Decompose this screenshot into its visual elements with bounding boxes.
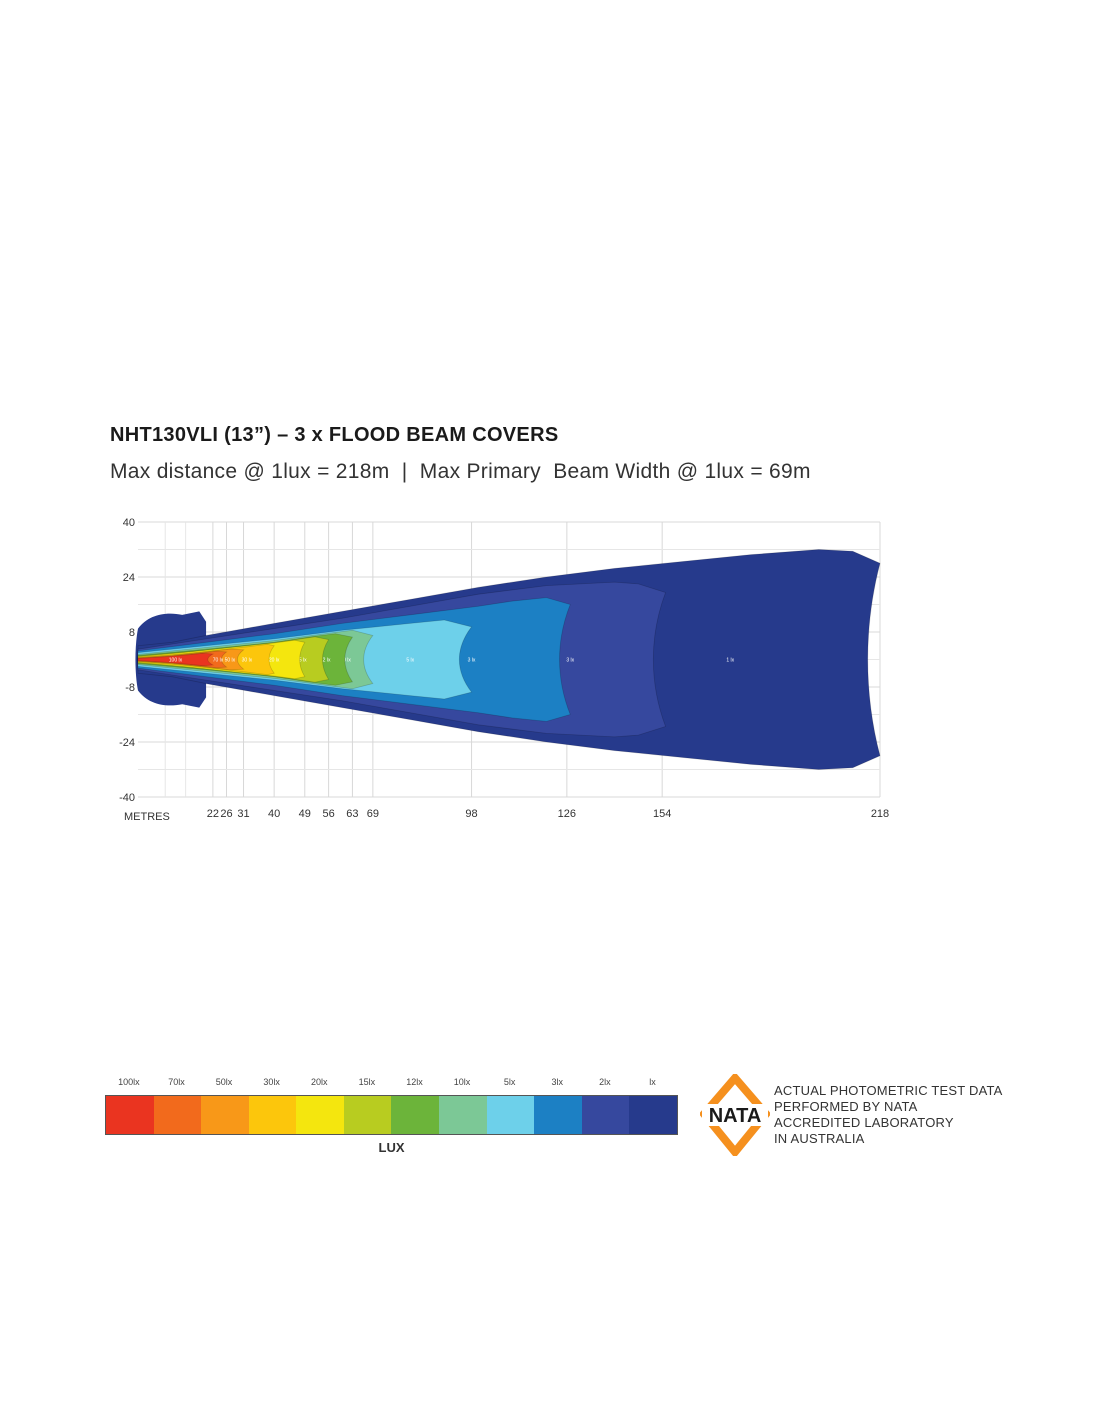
beam-zone-label: 1 lx [726, 658, 734, 664]
x-axis-label: METRES [124, 811, 170, 823]
x-tick-label: 49 [299, 808, 311, 820]
x-tick-label: 26 [220, 808, 232, 820]
chart-title: NHT130VLI (13”) – 3 x FLOOD BEAM COVERS [110, 424, 559, 446]
beam-zone-label: 15 lx [296, 658, 307, 664]
nata-text-line: PERFORMED BY NATA [774, 1099, 918, 1114]
legend-label: 15lx [358, 1077, 376, 1087]
x-tick-label: 98 [465, 808, 477, 820]
legend-label: 5lx [503, 1077, 516, 1087]
x-tick-label: 31 [237, 808, 249, 820]
legend-swatch [153, 1096, 202, 1134]
legend-swatch [581, 1096, 630, 1134]
legend-swatch [343, 1096, 392, 1134]
legend-swatch [439, 1096, 487, 1134]
legend-swatch [201, 1096, 249, 1134]
beam-zone-label: 10 lx [340, 658, 351, 664]
lux-legend: 100lx 70lx 50lx 30lx 20lx 15lx 12lx 10lx 5lx 3lx 2… [105, 1077, 678, 1155]
y-tick-label: 24 [123, 572, 135, 584]
x-tick-label: 126 [558, 808, 576, 820]
beam-zone-label: 12 lx [320, 658, 331, 664]
beam-zone [137, 652, 215, 667]
legend-label: 70lx [168, 1077, 185, 1087]
legend-labels: 100lx 70lx 50lx 30lx 20lx 15lx 12lx 10lx 5lx 3lx 2… [105, 1077, 678, 1093]
x-tick-label: 218 [871, 808, 889, 820]
nata-text-line: IN AUSTRALIA [774, 1131, 865, 1146]
chart-subtitle: Max distance @ 1lux = 218m | Max Primary… [110, 460, 811, 483]
y-tick-label: 40 [123, 517, 135, 529]
nata-text-line: ACCREDITED LABORATORY [774, 1115, 954, 1130]
legend-label: 3lx [551, 1077, 564, 1087]
nata-logo: NATA [700, 1074, 770, 1156]
beam-zone-label: 50 lx [225, 658, 236, 664]
nata-logo-text: NATA [709, 1105, 762, 1127]
legend-swatch [486, 1096, 535, 1134]
beam-zone-label: 5 lx [406, 658, 414, 664]
beam-zone-label: 20 lx [269, 658, 280, 664]
x-tick-label: 22 [207, 808, 219, 820]
legend-label: lx [649, 1077, 656, 1087]
nata-logo-diamond [700, 1074, 770, 1156]
legend-label: 30lx [263, 1077, 280, 1087]
legend-label: 20lx [311, 1077, 328, 1087]
x-tick-label: 56 [322, 808, 334, 820]
legend-swatch [296, 1096, 344, 1134]
y-tick-label: -40 [119, 792, 135, 804]
legend-label: 10lx [453, 1077, 471, 1087]
legend-swatch [391, 1096, 440, 1134]
legend-title: LUX [378, 1140, 405, 1155]
x-tick-label: 40 [268, 808, 280, 820]
beam-zone-label: 30 lx [242, 658, 253, 664]
beam-zone-label: 3 lx [566, 658, 574, 664]
y-tick-label: 8 [129, 627, 135, 639]
beam-zone-label: 100 lx [169, 658, 183, 664]
legend-label: 12lx [406, 1077, 423, 1087]
beam-zones: 1 lx 3 lx 3 lx 5 lx 10 lx 12 lx 15 lx 20 lx 30 l… [135, 549, 881, 770]
nata-accreditation-text: ACTUAL PHOTOMETRIC TEST DATA PERFORMED BY… [774, 1083, 1003, 1147]
x-tick-label: 69 [367, 808, 379, 820]
y-tick-label: -8 [125, 682, 135, 694]
y-tick-label: -24 [119, 737, 135, 749]
x-tick-label: 63 [346, 808, 358, 820]
legend-swatch [534, 1096, 582, 1134]
legend-color-bar [105, 1095, 678, 1135]
legend-label: 100lx [118, 1077, 140, 1087]
beam-zone-label: 3 lx [468, 658, 476, 664]
legend-swatch [248, 1096, 297, 1134]
legend-label: 50lx [215, 1077, 233, 1087]
chart-axes: 40 24 8 -8 -24 -40 22 26 31 40 49 56 63 69 98 126 154 218… [119, 517, 889, 823]
beam-pattern-chart: 1 lx 3 lx 3 lx 5 lx 10 lx 12 lx 15 lx 20 lx 30 l… [119, 517, 889, 823]
legend-swatch [629, 1096, 677, 1134]
legend-swatch [106, 1096, 154, 1134]
nata-text-line: ACTUAL PHOTOMETRIC TEST DATA [774, 1083, 1003, 1098]
beam-zone-label: 70 lx [213, 658, 224, 664]
legend-label: 2lx [599, 1077, 611, 1087]
x-tick-label: 154 [653, 808, 671, 820]
